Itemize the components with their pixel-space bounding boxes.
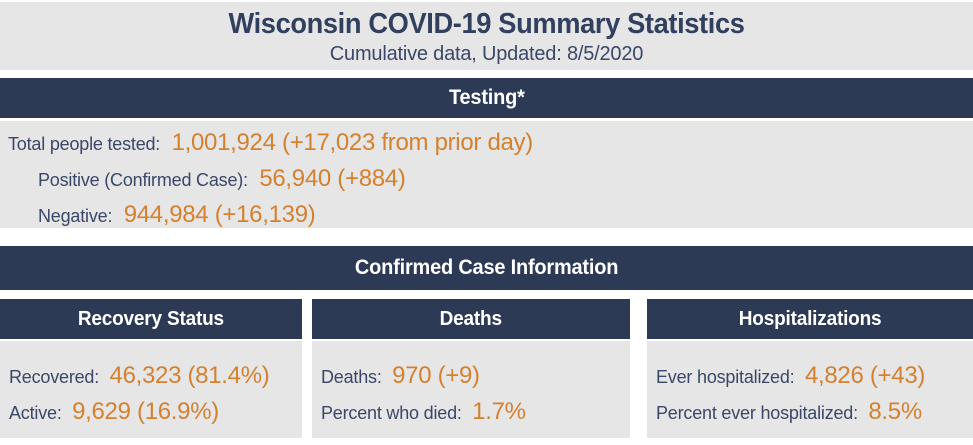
deaths-header: Deaths [312, 299, 630, 339]
total-tested-value: 1,001,924 (+17,023 from prior day) [171, 129, 534, 156]
testing-section-title: Testing* [448, 86, 525, 109]
confirmed-case-title: Confirmed Case Information [354, 256, 619, 279]
deaths-label: Deaths: [321, 367, 382, 387]
active-value: 9,629 (16.9%) [72, 398, 219, 425]
recovered-value: 46,323 (81.4%) [109, 362, 270, 389]
percent-died-row: Percent who died: 1.7% [321, 395, 626, 431]
deaths-column: Deaths Deaths: 970 (+9) Percent who died… [312, 299, 630, 438]
positive-row: Positive (Confirmed Case): 56,940 (+884) [0, 162, 973, 198]
active-label: Active: [9, 403, 62, 423]
hospitalizations-column: Hospitalizations Ever hospitalized: 4,82… [647, 299, 973, 438]
page-title: Wisconsin COVID-19 Summary Statistics [228, 8, 745, 40]
positive-value: 56,940 (+884) [259, 165, 406, 192]
percent-hospitalized-row: Percent ever hospitalized: 8.5% [656, 395, 969, 431]
recovery-status-header-text: Recovery Status [77, 307, 225, 330]
confirmed-case-columns: Recovery Status Recovered: 46,323 (81.4%… [0, 299, 973, 438]
hospitalizations-header-text: Hospitalizations [738, 307, 882, 330]
page-header: Wisconsin COVID-19 Summary Statistics Cu… [0, 2, 973, 70]
ever-hospitalized-row: Ever hospitalized: 4,826 (+43) [656, 359, 969, 395]
percent-died-value: 1.7% [472, 398, 526, 425]
percent-hospitalized-value: 8.5% [868, 398, 922, 425]
positive-label: Positive (Confirmed Case): [38, 170, 248, 190]
negative-row: Negative: 944,984 (+16,139) [0, 198, 973, 234]
negative-value: 944,984 (+16,139) [123, 201, 316, 228]
deaths-row: Deaths: 970 (+9) [321, 359, 626, 395]
recovery-status-header: Recovery Status [0, 299, 302, 339]
total-tested-label: Total people tested: [8, 134, 161, 154]
hospitalizations-header: Hospitalizations [647, 299, 973, 339]
recovery-status-column: Recovery Status Recovered: 46,323 (81.4%… [0, 299, 302, 438]
testing-section-banner: Testing* [0, 78, 973, 118]
recovered-row: Recovered: 46,323 (81.4%) [9, 359, 298, 395]
total-tested-row: Total people tested: 1,001,924 (+17,023 … [0, 126, 973, 162]
percent-hospitalized-label: Percent ever hospitalized: [656, 403, 858, 423]
testing-section-body: Total people tested: 1,001,924 (+17,023 … [0, 121, 973, 228]
hospitalizations-body: Ever hospitalized: 4,826 (+43) Percent e… [647, 341, 973, 438]
page-subtitle: Cumulative data, Updated: 8/5/2020 [329, 42, 644, 65]
confirmed-case-banner: Confirmed Case Information [0, 246, 973, 290]
ever-hospitalized-value: 4,826 (+43) [804, 362, 926, 389]
percent-died-label: Percent who died: [321, 403, 462, 423]
recovery-status-body: Recovered: 46,323 (81.4%) Active: 9,629 … [0, 341, 302, 438]
deaths-value: 970 (+9) [392, 362, 480, 389]
active-row: Active: 9,629 (16.9%) [9, 395, 298, 431]
deaths-header-text: Deaths [439, 307, 503, 330]
ever-hospitalized-label: Ever hospitalized: [656, 367, 795, 387]
negative-label: Negative: [38, 206, 113, 226]
recovered-label: Recovered: [9, 367, 100, 387]
deaths-body: Deaths: 970 (+9) Percent who died: 1.7% [312, 341, 630, 438]
